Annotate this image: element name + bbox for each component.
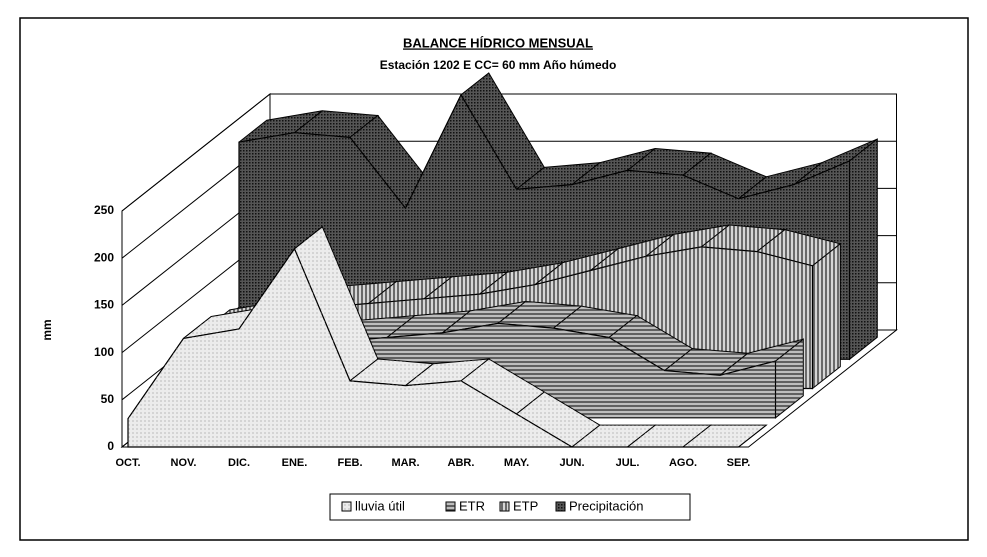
area-top-texture [239, 110, 323, 143]
area-top-texture [590, 234, 674, 271]
y-tick-label: 200 [94, 250, 114, 264]
area-top-texture [424, 272, 508, 299]
legend-swatch-texture [342, 502, 351, 511]
x-tick-label: MAY. [504, 457, 529, 469]
area-top-texture [664, 348, 748, 376]
area-top-texture [535, 248, 619, 285]
x-tick-label: ABR. [448, 457, 475, 469]
area-top-texture [572, 425, 656, 447]
area-top-texture [350, 359, 434, 386]
x-tick-label: AGO. [669, 457, 697, 469]
area-top-texture [516, 162, 600, 190]
y-tick-label: 250 [94, 203, 114, 217]
legend-swatch-texture [556, 502, 565, 511]
legend-swatch-texture [446, 502, 455, 511]
area-top-texture [627, 148, 711, 176]
area-top-texture [442, 301, 526, 333]
y-tick-label: 50 [101, 392, 115, 406]
area-texture [128, 248, 739, 447]
x-tick-label: DIC. [228, 457, 250, 469]
area-top-texture [405, 359, 489, 386]
area-top-texture [387, 310, 471, 338]
y-tick-label: 100 [94, 345, 114, 359]
legend-box [329, 493, 691, 521]
area-top-texture [498, 301, 582, 329]
x-tick-label: JUN. [559, 457, 584, 469]
chart-subtitle: Estación 1202 E CC= 60 mm Año húmedo [380, 58, 617, 72]
area-end-texture [812, 243, 841, 389]
area-top-texture [516, 392, 600, 447]
x-tick-label: FEB. [337, 457, 362, 469]
y-tick-label: 150 [94, 298, 114, 312]
area-top-texture [701, 225, 785, 252]
x-tick-label: OCT. [115, 457, 140, 469]
area-top-texture [461, 359, 545, 414]
y-tick-label: 0 [107, 439, 114, 453]
area-top-texture [683, 425, 767, 447]
x-tick-label: NOV. [171, 457, 197, 469]
area-top-texture [646, 225, 730, 257]
x-tick-label: ENE. [282, 457, 308, 469]
legend-label: lluvia útil [355, 498, 405, 513]
grid-line [121, 93, 897, 212]
x-tick-label: SEP. [727, 457, 751, 469]
chart-title: BALANCE HÍDRICO MENSUAL [403, 35, 593, 50]
area-end-texture [849, 139, 878, 360]
x-tick-label: JUL. [616, 457, 640, 469]
legend-label: ETR [459, 498, 485, 513]
area-top-texture [294, 226, 378, 381]
legend-swatch-texture [500, 502, 509, 511]
area-top-texture [794, 139, 878, 185]
area-top-texture [350, 115, 434, 209]
area-top-texture [183, 307, 267, 339]
y-axis-label: mm [40, 319, 54, 340]
area-top-texture [553, 306, 637, 338]
area-top-texture [683, 153, 767, 199]
area-end-texture [775, 339, 804, 418]
area-top-texture [461, 73, 545, 190]
area-top-texture [720, 339, 804, 376]
area-top-texture [294, 110, 378, 138]
area-top-texture [627, 425, 711, 447]
area-top-texture [479, 262, 563, 295]
area-top-texture [368, 276, 452, 304]
area-top-texture [609, 315, 693, 371]
legend-label: Precipitación [569, 498, 643, 513]
area-top-texture [738, 162, 822, 199]
legend-label: ETP [513, 498, 538, 513]
x-tick-label: MAR. [391, 457, 419, 469]
area-top-texture [572, 148, 656, 185]
